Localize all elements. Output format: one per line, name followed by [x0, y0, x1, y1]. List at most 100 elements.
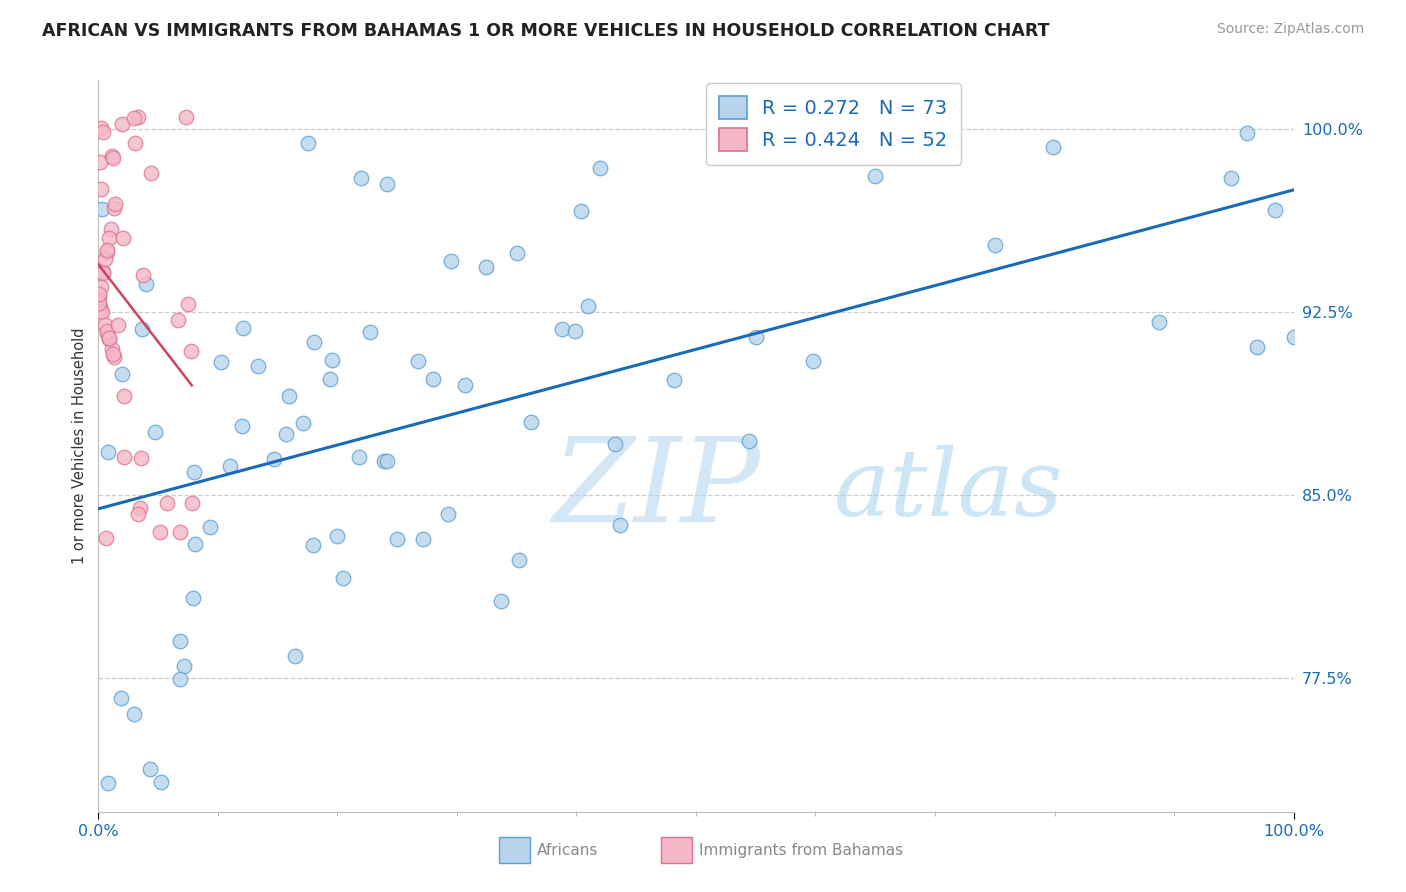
Point	[149, 524, 172, 539]
Point	[96, 326, 118, 341]
Point	[865, 169, 887, 183]
Point	[156, 496, 179, 510]
Point	[124, 111, 146, 125]
Point	[90, 304, 112, 318]
Point	[173, 659, 195, 673]
Point	[143, 425, 166, 439]
Point	[97, 331, 120, 345]
Point	[90, 305, 112, 319]
Point	[326, 529, 349, 543]
Point	[359, 326, 381, 340]
Point	[131, 321, 153, 335]
Point	[90, 280, 112, 294]
Point	[87, 290, 110, 304]
Point	[246, 359, 269, 374]
Point	[349, 450, 371, 465]
Text: Immigrants from Bahamas: Immigrants from Bahamas	[699, 843, 903, 857]
Legend: R = 0.272   N = 73, R = 0.424   N = 52: R = 0.272 N = 73, R = 0.424 N = 52	[706, 83, 962, 164]
Point	[232, 321, 254, 335]
Point	[1147, 315, 1170, 329]
Point	[436, 507, 458, 521]
Point	[91, 266, 114, 280]
Point	[263, 452, 285, 467]
Point	[129, 451, 152, 466]
Point	[506, 246, 529, 260]
Point	[454, 377, 477, 392]
Point	[274, 426, 297, 441]
Point	[321, 353, 343, 368]
Point	[1264, 203, 1286, 218]
Point	[1246, 340, 1268, 354]
Point	[198, 520, 221, 534]
Point	[98, 231, 121, 245]
Y-axis label: 1 or more Vehicles in Household: 1 or more Vehicles in Household	[72, 327, 87, 565]
Point	[284, 649, 307, 664]
Text: ZIP: ZIP	[553, 433, 761, 548]
Point	[132, 268, 155, 282]
Point	[738, 434, 761, 449]
Point	[180, 343, 202, 358]
Text: Source: ZipAtlas.com: Source: ZipAtlas.com	[1216, 22, 1364, 37]
Point	[209, 355, 232, 369]
Point	[89, 287, 111, 301]
Point	[111, 231, 134, 245]
Point	[551, 322, 574, 336]
Point	[440, 254, 463, 268]
Point	[219, 458, 242, 473]
Point	[297, 136, 319, 151]
Point	[183, 537, 205, 551]
Point	[385, 533, 409, 547]
Point	[569, 203, 592, 218]
Point	[169, 634, 191, 648]
Point	[302, 335, 325, 350]
Point	[122, 707, 145, 722]
Point	[373, 454, 395, 468]
Point	[475, 260, 498, 275]
Point	[103, 201, 125, 215]
Point	[183, 465, 205, 479]
Point	[94, 318, 117, 332]
Point	[111, 117, 134, 131]
Point	[664, 373, 686, 387]
Point	[101, 148, 124, 162]
Point	[111, 367, 134, 381]
Point	[1219, 170, 1241, 185]
Point	[605, 437, 627, 451]
Point	[112, 450, 135, 464]
Point	[1042, 140, 1064, 154]
Point	[508, 553, 530, 567]
Point	[103, 151, 125, 165]
Point	[589, 161, 612, 175]
Point	[564, 324, 586, 338]
Point	[90, 202, 112, 217]
Point	[350, 170, 373, 185]
Point	[91, 265, 114, 279]
Point	[103, 350, 125, 364]
Point	[375, 454, 398, 468]
Point	[169, 524, 191, 539]
Point	[302, 538, 325, 552]
Point	[332, 571, 354, 585]
Point	[89, 155, 111, 169]
Point	[177, 297, 200, 311]
Point	[139, 762, 162, 776]
Point	[291, 416, 314, 430]
Point	[278, 389, 301, 403]
Point	[231, 419, 253, 434]
Point	[576, 299, 599, 313]
Point	[408, 354, 430, 368]
Point	[97, 444, 120, 458]
Point	[181, 591, 204, 605]
Point	[94, 252, 117, 266]
Point	[100, 221, 122, 235]
Point	[801, 354, 824, 368]
Point	[174, 110, 197, 124]
Text: atlas: atlas	[834, 445, 1063, 535]
Point	[110, 691, 132, 706]
Point	[128, 501, 150, 516]
Point	[422, 371, 444, 385]
Text: Africans: Africans	[537, 843, 599, 857]
Point	[93, 125, 115, 139]
Point	[984, 238, 1007, 252]
Point	[1236, 126, 1258, 140]
